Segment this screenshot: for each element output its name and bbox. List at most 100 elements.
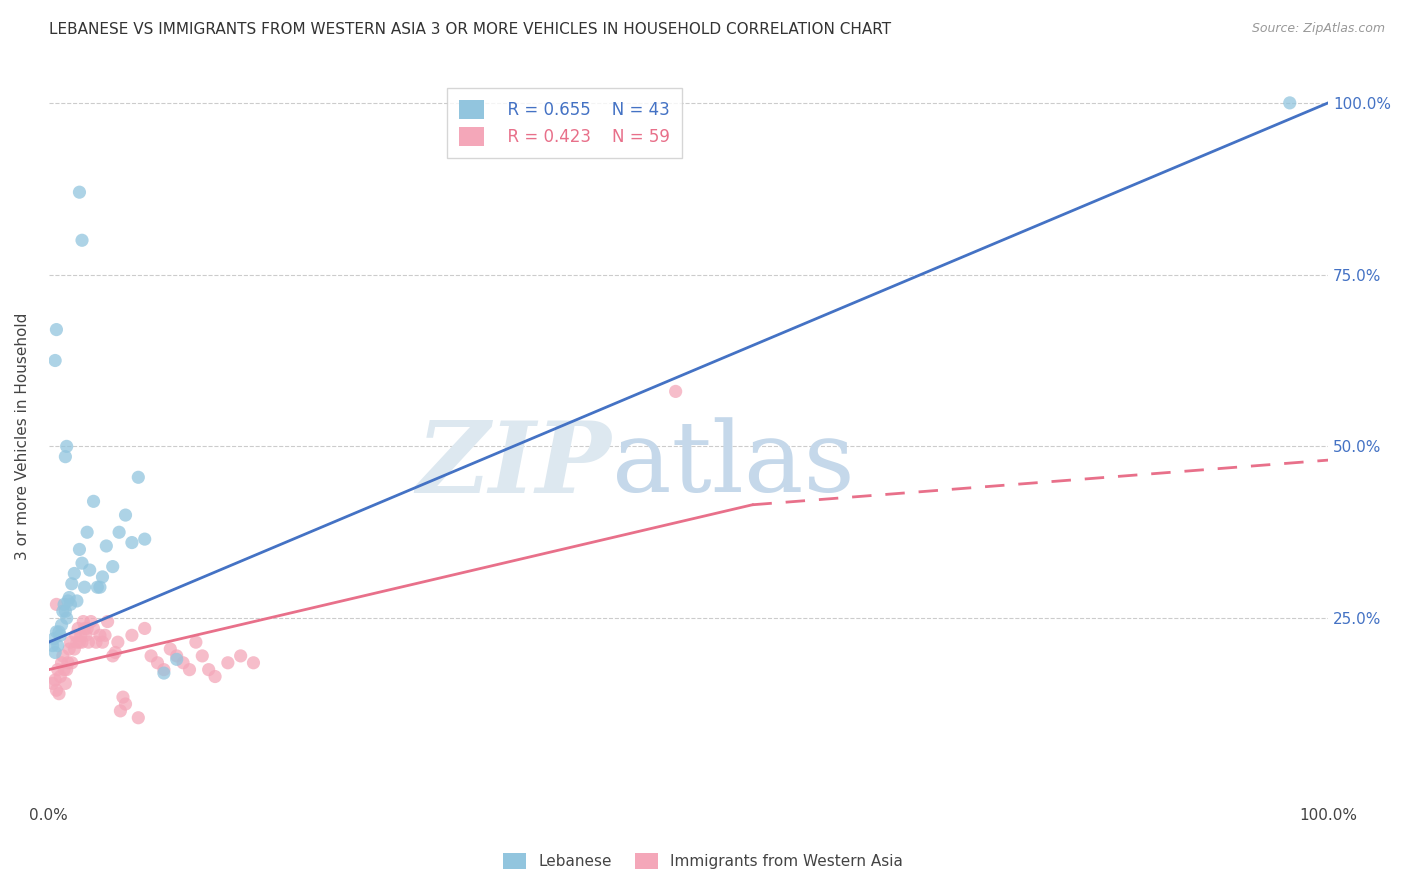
Point [191,648,214,663]
Point [80,615,103,629]
Point [42,632,65,646]
Point [44,645,66,659]
Text: LEBANESE VS IMMIGRANTS FROM WESTERN ASIA 3 OR MORE VEHICLES IN HOUSEHOLD CORRELA: LEBANESE VS IMMIGRANTS FROM WESTERN ASIA… [49,22,891,37]
Point [56,656,79,670]
Point [46,663,69,677]
Point [229,648,252,663]
Point [91,635,114,649]
Point [665,384,688,399]
Point [101,648,124,663]
Point [107,635,129,649]
Point [59,598,82,612]
Point [67,622,90,636]
Point [91,570,114,584]
Point [60,656,83,670]
Point [134,532,156,546]
Point [73,580,96,594]
Text: Source: ZipAtlas.com: Source: ZipAtlas.com [1251,22,1385,36]
Point [242,656,264,670]
Text: ZIP: ZIP [416,417,612,514]
Point [69,185,91,199]
Point [127,470,149,484]
Point [55,676,77,690]
Point [70,233,93,247]
Point [58,591,80,605]
Point [44,673,66,687]
Point [166,652,188,666]
Point [134,622,156,636]
Point [63,642,86,657]
Point [45,624,67,639]
Point [172,656,194,670]
Y-axis label: 3 or more Vehicles in Household: 3 or more Vehicles in Household [15,312,30,560]
Point [41,639,63,653]
Point [184,635,207,649]
Point [55,439,77,453]
Point [45,598,67,612]
Point [69,635,91,649]
Point [217,656,239,670]
Point [77,635,100,649]
Point [121,628,143,642]
Point [83,494,105,508]
Point [108,525,131,540]
Point [59,635,82,649]
Point [111,690,134,705]
Point [51,656,73,670]
Point [46,639,69,653]
Point [55,663,77,677]
Point [53,598,76,612]
Point [66,635,89,649]
Point [51,618,73,632]
Point [69,542,91,557]
Legend: Lebanese, Immigrants from Western Asia: Lebanese, Immigrants from Western Asia [498,847,908,875]
Point [58,642,80,657]
Point [127,711,149,725]
Point [153,666,176,681]
Point [75,628,97,642]
Point [96,539,118,553]
Point [70,635,93,649]
Point [84,635,107,649]
Point [44,353,66,368]
Point [89,628,111,642]
Point [114,697,136,711]
Point [69,628,91,642]
Point [60,576,83,591]
Point [197,663,219,677]
Point [104,645,127,659]
Point [48,624,70,639]
Point [166,648,188,663]
Point [76,622,98,636]
Point [139,648,162,663]
Point [79,563,101,577]
Point [45,322,67,336]
Point [153,663,176,677]
Point [97,615,120,629]
Point [76,525,98,540]
Point [101,559,124,574]
Text: atlas: atlas [612,417,855,514]
Point [159,642,181,657]
Point [89,580,111,594]
Point [41,676,63,690]
Point [56,594,79,608]
Point [83,622,105,636]
Point [63,566,86,581]
Point [66,594,89,608]
Point [52,604,75,618]
Point [45,683,67,698]
Point [110,704,132,718]
Point [55,611,77,625]
Legend:   R = 0.655    N = 43,   R = 0.423    N = 59: R = 0.655 N = 43, R = 0.423 N = 59 [447,88,682,158]
Point [1278,95,1301,110]
Point [121,535,143,549]
Point [65,628,87,642]
Point [204,669,226,683]
Point [114,508,136,522]
Point [72,615,94,629]
Point [146,656,169,670]
Point [53,663,76,677]
Point [94,628,117,642]
Point [55,604,77,618]
